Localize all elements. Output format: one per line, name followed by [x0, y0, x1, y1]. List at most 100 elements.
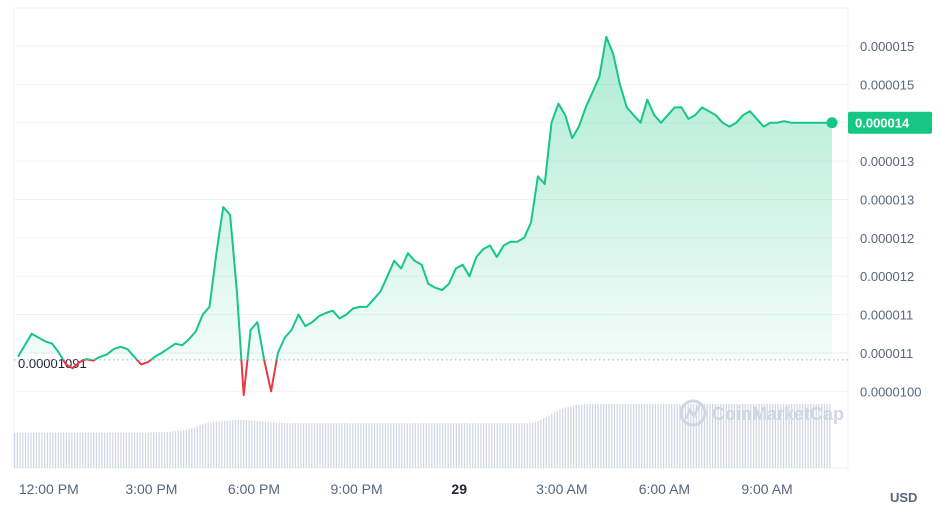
- volume-bar-143: [403, 423, 406, 468]
- volume-bar-197: [551, 413, 553, 468]
- volume-bar-229: [638, 404, 640, 468]
- volume-bar-131: [371, 423, 373, 468]
- volume-bar-170: [477, 423, 479, 468]
- price-point-38: [277, 352, 278, 353]
- volume-bar-271: [752, 404, 755, 468]
- volume-bar-212: [592, 404, 594, 468]
- volume-bar-91: [262, 421, 264, 468]
- x-tick-label-5: 3:00 AM: [536, 481, 587, 497]
- volume-bar-181: [507, 423, 509, 468]
- price-line[interactable]: [17, 35, 832, 397]
- volume-bars: [14, 404, 831, 468]
- volume-bar-44: [133, 432, 136, 468]
- logo-mark: [684, 404, 701, 420]
- y-tick-label-5: 0.000012: [860, 231, 914, 246]
- price-point-65: [462, 264, 463, 265]
- price-point-34: [250, 329, 251, 330]
- volume-bar-161: [452, 423, 455, 468]
- volume-bar-228: [635, 404, 637, 468]
- price-point-58: [414, 260, 415, 261]
- volume-bar-266: [739, 404, 741, 468]
- volume-bar-96: [275, 422, 277, 468]
- volume-bar-81: [234, 420, 237, 468]
- volume-bar-11: [43, 432, 46, 468]
- price-point-27: [202, 314, 203, 315]
- price-point-45: [325, 312, 326, 313]
- volume-bar-1: [16, 432, 18, 468]
- volume-bar-0: [14, 432, 16, 468]
- price-point-70: [496, 256, 497, 257]
- current-price-label: 0.000014: [855, 116, 910, 131]
- current-price-dot[interactable]: [826, 117, 838, 129]
- volume-bar-102: [292, 423, 294, 468]
- y-tick-label-1: 0.000015: [860, 77, 914, 92]
- volume-bar-220: [613, 404, 616, 468]
- volume-bar-17: [60, 432, 62, 468]
- volume-bar-232: [646, 404, 648, 468]
- volume-bar-105: [300, 423, 302, 468]
- price-point-117: [818, 122, 819, 123]
- volume-bar-24: [79, 432, 81, 468]
- price-point-37: [270, 391, 271, 392]
- price-point-71: [503, 245, 504, 246]
- volume-bar-129: [365, 423, 367, 468]
- volume-bar-241: [671, 404, 673, 468]
- price-point-41: [298, 314, 299, 315]
- volume-bar-33: [103, 432, 106, 468]
- volume-bar-124: [352, 423, 354, 468]
- volume-bar-242: [673, 404, 676, 468]
- volume-bar-138: [390, 423, 392, 468]
- volume-bar-259: [720, 404, 722, 468]
- volume-bar-4: [24, 432, 27, 468]
- volume-bar-3: [22, 432, 24, 468]
- volume-bar-246: [684, 404, 686, 468]
- volume-bar-69: [202, 424, 204, 468]
- volume-bar-49: [147, 432, 149, 468]
- volume-bar-83: [240, 420, 242, 468]
- price-point-63: [448, 283, 449, 284]
- volume-bar-145: [409, 423, 411, 468]
- volume-bar-116: [330, 423, 332, 468]
- price-point-94: [660, 122, 661, 123]
- volume-bar-298: [826, 404, 828, 468]
- price-point-30: [223, 207, 224, 208]
- volume-bar-237: [660, 404, 662, 468]
- volume-bar-213: [594, 404, 597, 468]
- price-point-39: [284, 337, 285, 338]
- price-point-111: [777, 122, 778, 123]
- price-point-26: [195, 331, 196, 332]
- volume-bar-154: [433, 423, 436, 468]
- price-point-93: [654, 114, 655, 115]
- price-point-75: [530, 222, 531, 223]
- price-point-79: [558, 103, 559, 104]
- volume-bar-28: [90, 432, 92, 468]
- price-point-36: [264, 360, 265, 361]
- volume-bar-268: [744, 404, 746, 468]
- volume-bar-10: [41, 432, 43, 468]
- price-point-44: [318, 315, 319, 316]
- volume-bar-292: [810, 404, 812, 468]
- price-point-87: [613, 53, 614, 54]
- x-tick-label-7: 9:00 AM: [741, 481, 792, 497]
- price-point-55: [394, 260, 395, 261]
- volume-bar-155: [436, 423, 438, 468]
- y-tick-label-9: 0.0000100: [860, 384, 921, 399]
- volume-bar-114: [324, 423, 327, 468]
- price-point-35: [257, 322, 258, 323]
- price-point-100: [701, 107, 702, 108]
- volume-bar-132: [373, 423, 376, 468]
- y-tick-label-3: 0.000013: [860, 154, 914, 169]
- coinmarketcap-logo-icon: [679, 399, 707, 427]
- x-tick-label-1: 3:00 PM: [125, 481, 177, 497]
- price-point-23: [175, 343, 176, 344]
- current-price-badge: [848, 111, 932, 134]
- price-point-109: [763, 126, 764, 127]
- price-point-114: [797, 122, 798, 123]
- volume-bar-109: [311, 423, 313, 468]
- volume-bar-56: [166, 431, 168, 468]
- volume-bar-295: [818, 404, 820, 468]
- price-point-19: [147, 362, 148, 363]
- y-tick-label-8: 0.000011: [860, 346, 913, 361]
